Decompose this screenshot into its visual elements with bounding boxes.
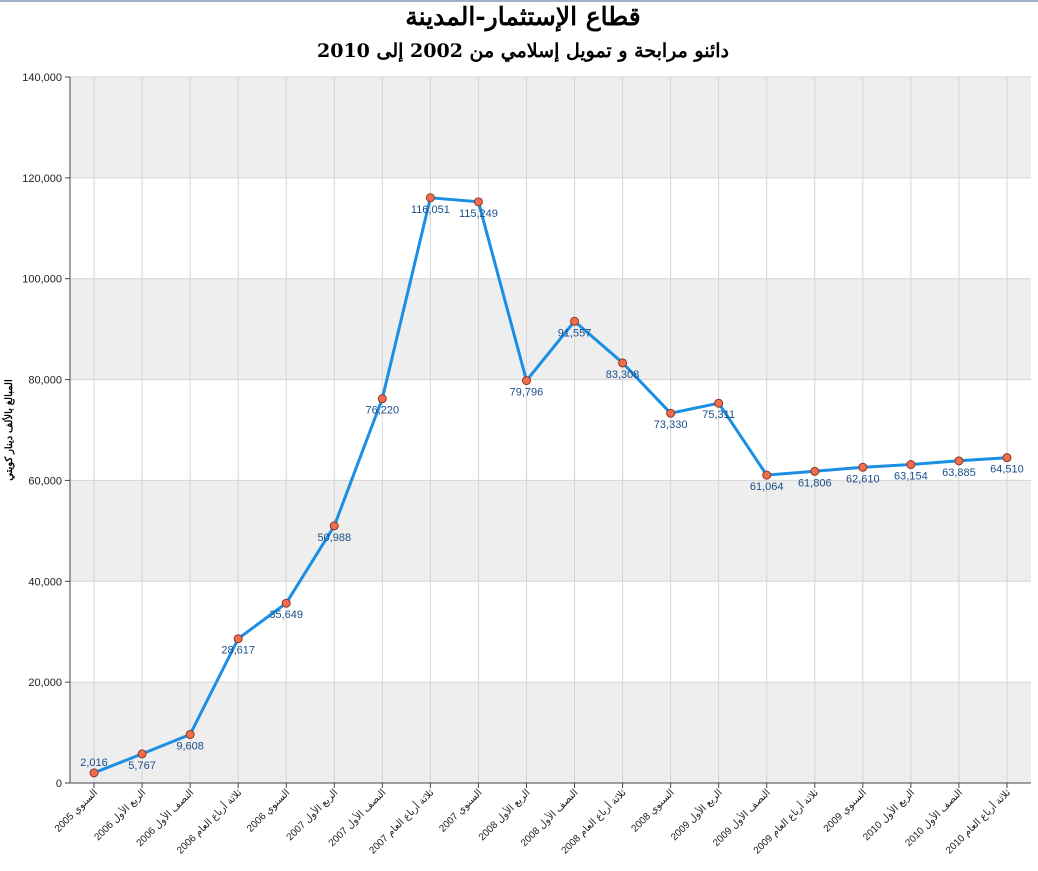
y-tick-label: 0 <box>56 778 62 790</box>
data-label: 61,806 <box>798 477 832 489</box>
data-label: 61,064 <box>750 481 784 493</box>
data-point <box>1002 453 1012 463</box>
data-point <box>425 193 435 203</box>
data-label: 5,767 <box>128 760 156 772</box>
data-label: 64,510 <box>990 464 1024 476</box>
data-label: 91,557 <box>558 327 592 339</box>
series-markers <box>89 193 1012 778</box>
x-tick-label: الربع الأول 2009 <box>668 787 724 843</box>
series-line <box>93 196 1008 775</box>
data-point <box>570 316 580 326</box>
top-rule <box>0 0 1038 2</box>
data-label: 2,016 <box>80 757 108 769</box>
data-point <box>954 456 964 466</box>
y-tick-label: 140,000 <box>22 72 62 84</box>
data-label: 63,154 <box>894 471 928 483</box>
data-label: 76,220 <box>365 405 399 417</box>
chart-title: قطاع الإستثمار-المدينة <box>405 2 641 31</box>
data-point <box>618 358 628 368</box>
plot-grid <box>70 76 1031 784</box>
plot-axes <box>69 77 1031 784</box>
x-tick-label: السنوي 2006 <box>245 787 292 834</box>
data-point <box>329 521 339 531</box>
data-point <box>714 398 724 408</box>
data-point <box>233 634 243 644</box>
data-point <box>666 408 676 418</box>
data-label: 115,249 <box>459 208 498 220</box>
x-tick-label: الربع الأول 2007 <box>284 787 340 843</box>
y-tick-label: 80,000 <box>28 375 62 387</box>
plot-band <box>70 480 1031 582</box>
plot-band <box>70 77 1031 178</box>
data-point <box>762 470 772 480</box>
data-label: 28,617 <box>221 645 255 657</box>
chart-subtitle: دائنو مرابحة و تمويل إسلامي من 2002 إلى … <box>317 40 729 62</box>
x-tick-label: السنوي 2009 <box>822 787 869 834</box>
x-tick-label: الربع الأول 2010 <box>861 787 917 843</box>
plot-band <box>70 682 1031 783</box>
data-point <box>810 466 820 476</box>
data-point <box>137 749 147 759</box>
y-tick-label: 100,000 <box>22 274 62 286</box>
data-label: 35,649 <box>269 609 303 621</box>
y-axis-label: المبالغ بالألف دينار كويتي <box>3 379 15 481</box>
y-tick-label: 40,000 <box>28 576 62 588</box>
data-point <box>281 598 291 608</box>
data-point <box>906 460 916 470</box>
data-label: 83,308 <box>606 369 640 381</box>
x-tick-label: السنوي 2005 <box>53 787 100 834</box>
data-label: 50,988 <box>317 532 351 544</box>
data-label: 79,796 <box>510 387 544 399</box>
data-label: 9,608 <box>176 741 204 753</box>
x-tick-label: الربع الأول 2008 <box>476 787 532 843</box>
x-tick-label: الربع الأول 2006 <box>92 787 148 843</box>
x-tick-label: السنوي 2007 <box>437 787 484 834</box>
y-axis-ticks: 0 20,000 40,000 60,000 80,000 100,000 120,000 1… <box>22 72 70 790</box>
data-label: 73,330 <box>654 419 688 431</box>
x-tick-label: السنوي 2008 <box>630 787 677 834</box>
y-tick-label: 120,000 <box>22 173 62 185</box>
y-tick-label: 60,000 <box>28 475 62 487</box>
data-point <box>377 394 387 404</box>
data-labels: 2,016 5,767 9,608 28,617 35,649 50,988 76,220 1… <box>80 204 1024 772</box>
plot-band <box>70 278 1031 380</box>
data-label: 116,051 <box>411 204 450 216</box>
data-point <box>185 730 195 740</box>
y-tick-label: 20,000 <box>28 677 62 689</box>
data-point <box>473 197 483 207</box>
data-label: 75,311 <box>702 409 735 421</box>
data-point <box>858 462 868 472</box>
plot-bands <box>70 77 1031 783</box>
data-label: 63,885 <box>942 467 976 479</box>
data-point <box>89 768 99 778</box>
data-label: 62,610 <box>846 473 880 485</box>
data-point <box>521 376 531 386</box>
